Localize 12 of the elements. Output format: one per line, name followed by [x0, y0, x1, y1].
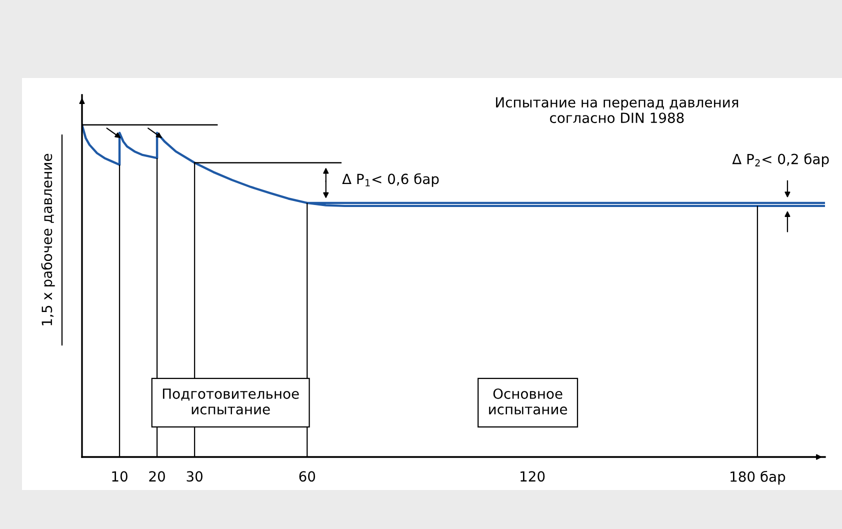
x-tick-label: 10 [112, 471, 128, 482]
x-tick-label: 60 [299, 471, 316, 482]
y-axis-title: 1,5 x рабочее давление [41, 154, 55, 326]
annotation: Δ P$_{1}$< 0,6 бар [342, 173, 439, 187]
x-tick-label: 120 [520, 471, 545, 482]
annotation: Δ P$_{2}$< 0,2 бар [732, 153, 829, 167]
annotation: Подготовительное испытание [162, 388, 299, 415]
text: Испытание на перепад давления согласно DIN 1988 [496, 97, 738, 124]
x-tick-label: 20 [149, 471, 165, 482]
x-tick-label: 30 [186, 471, 202, 482]
x-tick-label: 180 бар [730, 470, 786, 485]
annotation: Основное испытание [489, 388, 568, 415]
